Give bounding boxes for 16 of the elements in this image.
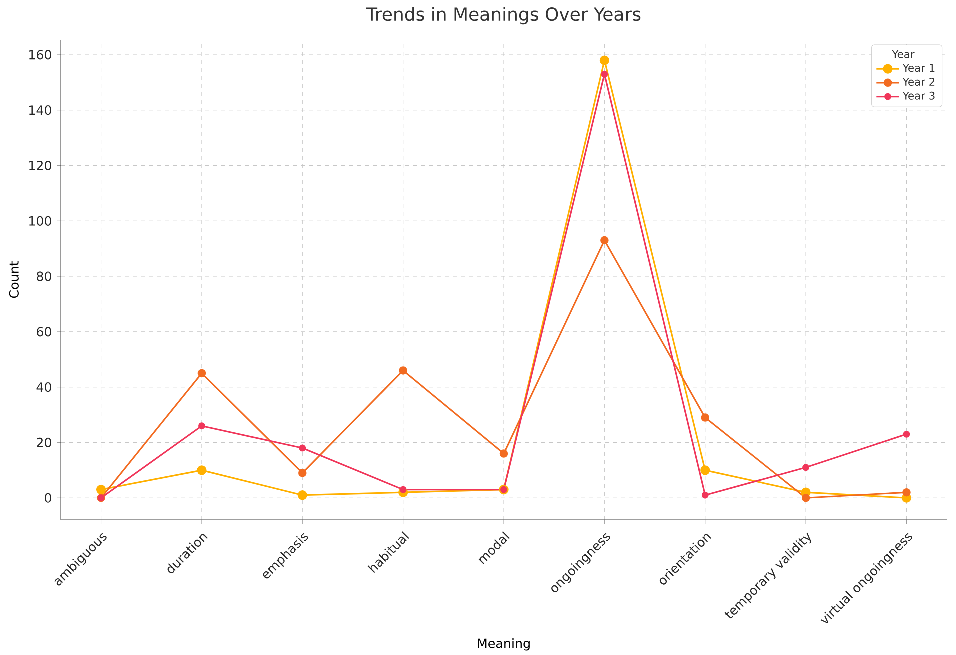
y-tick-label: 80 — [37, 272, 52, 282]
legend-label: Year 2 — [902, 78, 935, 86]
y-tick-label: 0 — [45, 493, 52, 503]
legend-label: Year 1 — [902, 64, 935, 72]
x-axis-title: Meaning — [478, 638, 530, 651]
y-tick-label: 120 — [30, 160, 52, 170]
y-axis-title: Count — [9, 261, 19, 298]
legend-label: Year 3 — [902, 92, 935, 100]
y-tick-label: 100 — [30, 216, 52, 226]
y-tick-label: 160 — [30, 50, 52, 60]
legend-title: Year — [892, 50, 915, 58]
y-tick-label: 20 — [37, 438, 52, 448]
y-tick-label: 40 — [36, 382, 52, 392]
y-tick-label: 60 — [37, 327, 52, 337]
y-tick-label: 140 — [30, 105, 52, 116]
chart-title: Trends in Meanings Over Years — [366, 7, 641, 25]
